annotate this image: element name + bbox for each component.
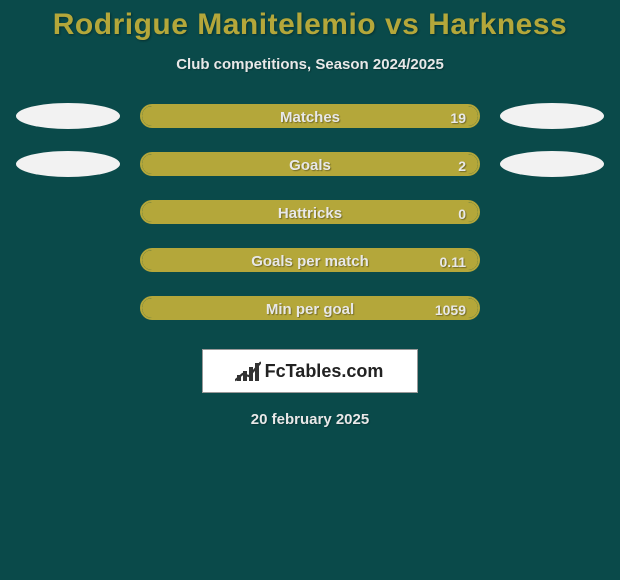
stat-row: Min per goal1059 [0, 295, 620, 321]
logo-text: FcTables.com [265, 361, 384, 382]
stat-value: 19 [450, 106, 466, 128]
player-avatar-left [16, 103, 120, 129]
stat-bar: Matches19 [140, 104, 480, 128]
logo-chart-icon [237, 361, 259, 381]
subtitle: Club competitions, Season 2024/2025 [0, 56, 620, 73]
player-avatar-right [500, 151, 604, 177]
stat-label: Matches [142, 106, 478, 128]
stats-list: Matches19 Goals2 Hattricks0 Goals per match… [0, 103, 620, 321]
stat-row: Hattricks0 [0, 199, 620, 225]
stat-value: 2 [458, 154, 466, 176]
stat-label: Goals [142, 154, 478, 176]
stat-bar: Hattricks0 [140, 200, 480, 224]
comparison-card: Rodrigue Manitelemio vs Harkness Club co… [0, 0, 620, 580]
stat-bar: Min per goal1059 [140, 296, 480, 320]
stat-label: Hattricks [142, 202, 478, 224]
date-text: 20 february 2025 [0, 411, 620, 428]
stat-label: Min per goal [142, 298, 478, 320]
stat-value: 1059 [435, 298, 466, 320]
stat-row: Goals per match0.11 [0, 247, 620, 273]
stat-value: 0.11 [440, 250, 466, 272]
player-avatar-right [500, 103, 604, 129]
stat-label: Goals per match [142, 250, 478, 272]
stat-row: Matches19 [0, 103, 620, 129]
stat-row: Goals2 [0, 151, 620, 177]
stat-bar: Goals2 [140, 152, 480, 176]
player-avatar-left [16, 151, 120, 177]
stat-bar: Goals per match0.11 [140, 248, 480, 272]
stat-value: 0 [458, 202, 466, 224]
page-title: Rodrigue Manitelemio vs Harkness [0, 8, 620, 42]
site-logo: FcTables.com [202, 349, 418, 393]
